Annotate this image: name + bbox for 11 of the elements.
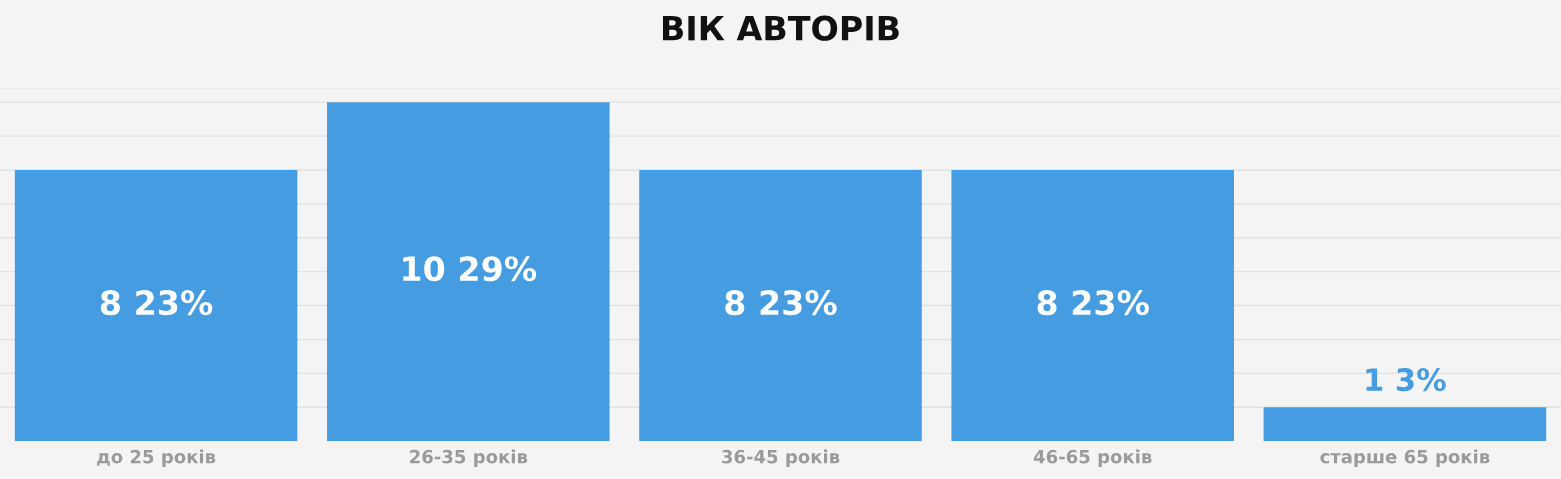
x-tick-label: 26-35 років bbox=[410, 449, 528, 467]
x-tick-label: старше 65 років bbox=[1320, 449, 1490, 467]
data-label: 10 29% bbox=[403, 256, 537, 282]
data-label: 8 23% bbox=[725, 290, 837, 316]
x-tick-label: 36-45 років bbox=[722, 449, 840, 467]
data-label: 8 23% bbox=[100, 290, 213, 316]
chart-title: ВІК АВТОРІВ bbox=[662, 15, 899, 41]
x-tick-label: 46-65 років bbox=[1033, 449, 1152, 467]
data-label: 8 23% bbox=[1037, 290, 1149, 316]
data-label: 1 3% bbox=[1366, 368, 1446, 392]
x-tick-label: до 25 років bbox=[97, 449, 216, 467]
